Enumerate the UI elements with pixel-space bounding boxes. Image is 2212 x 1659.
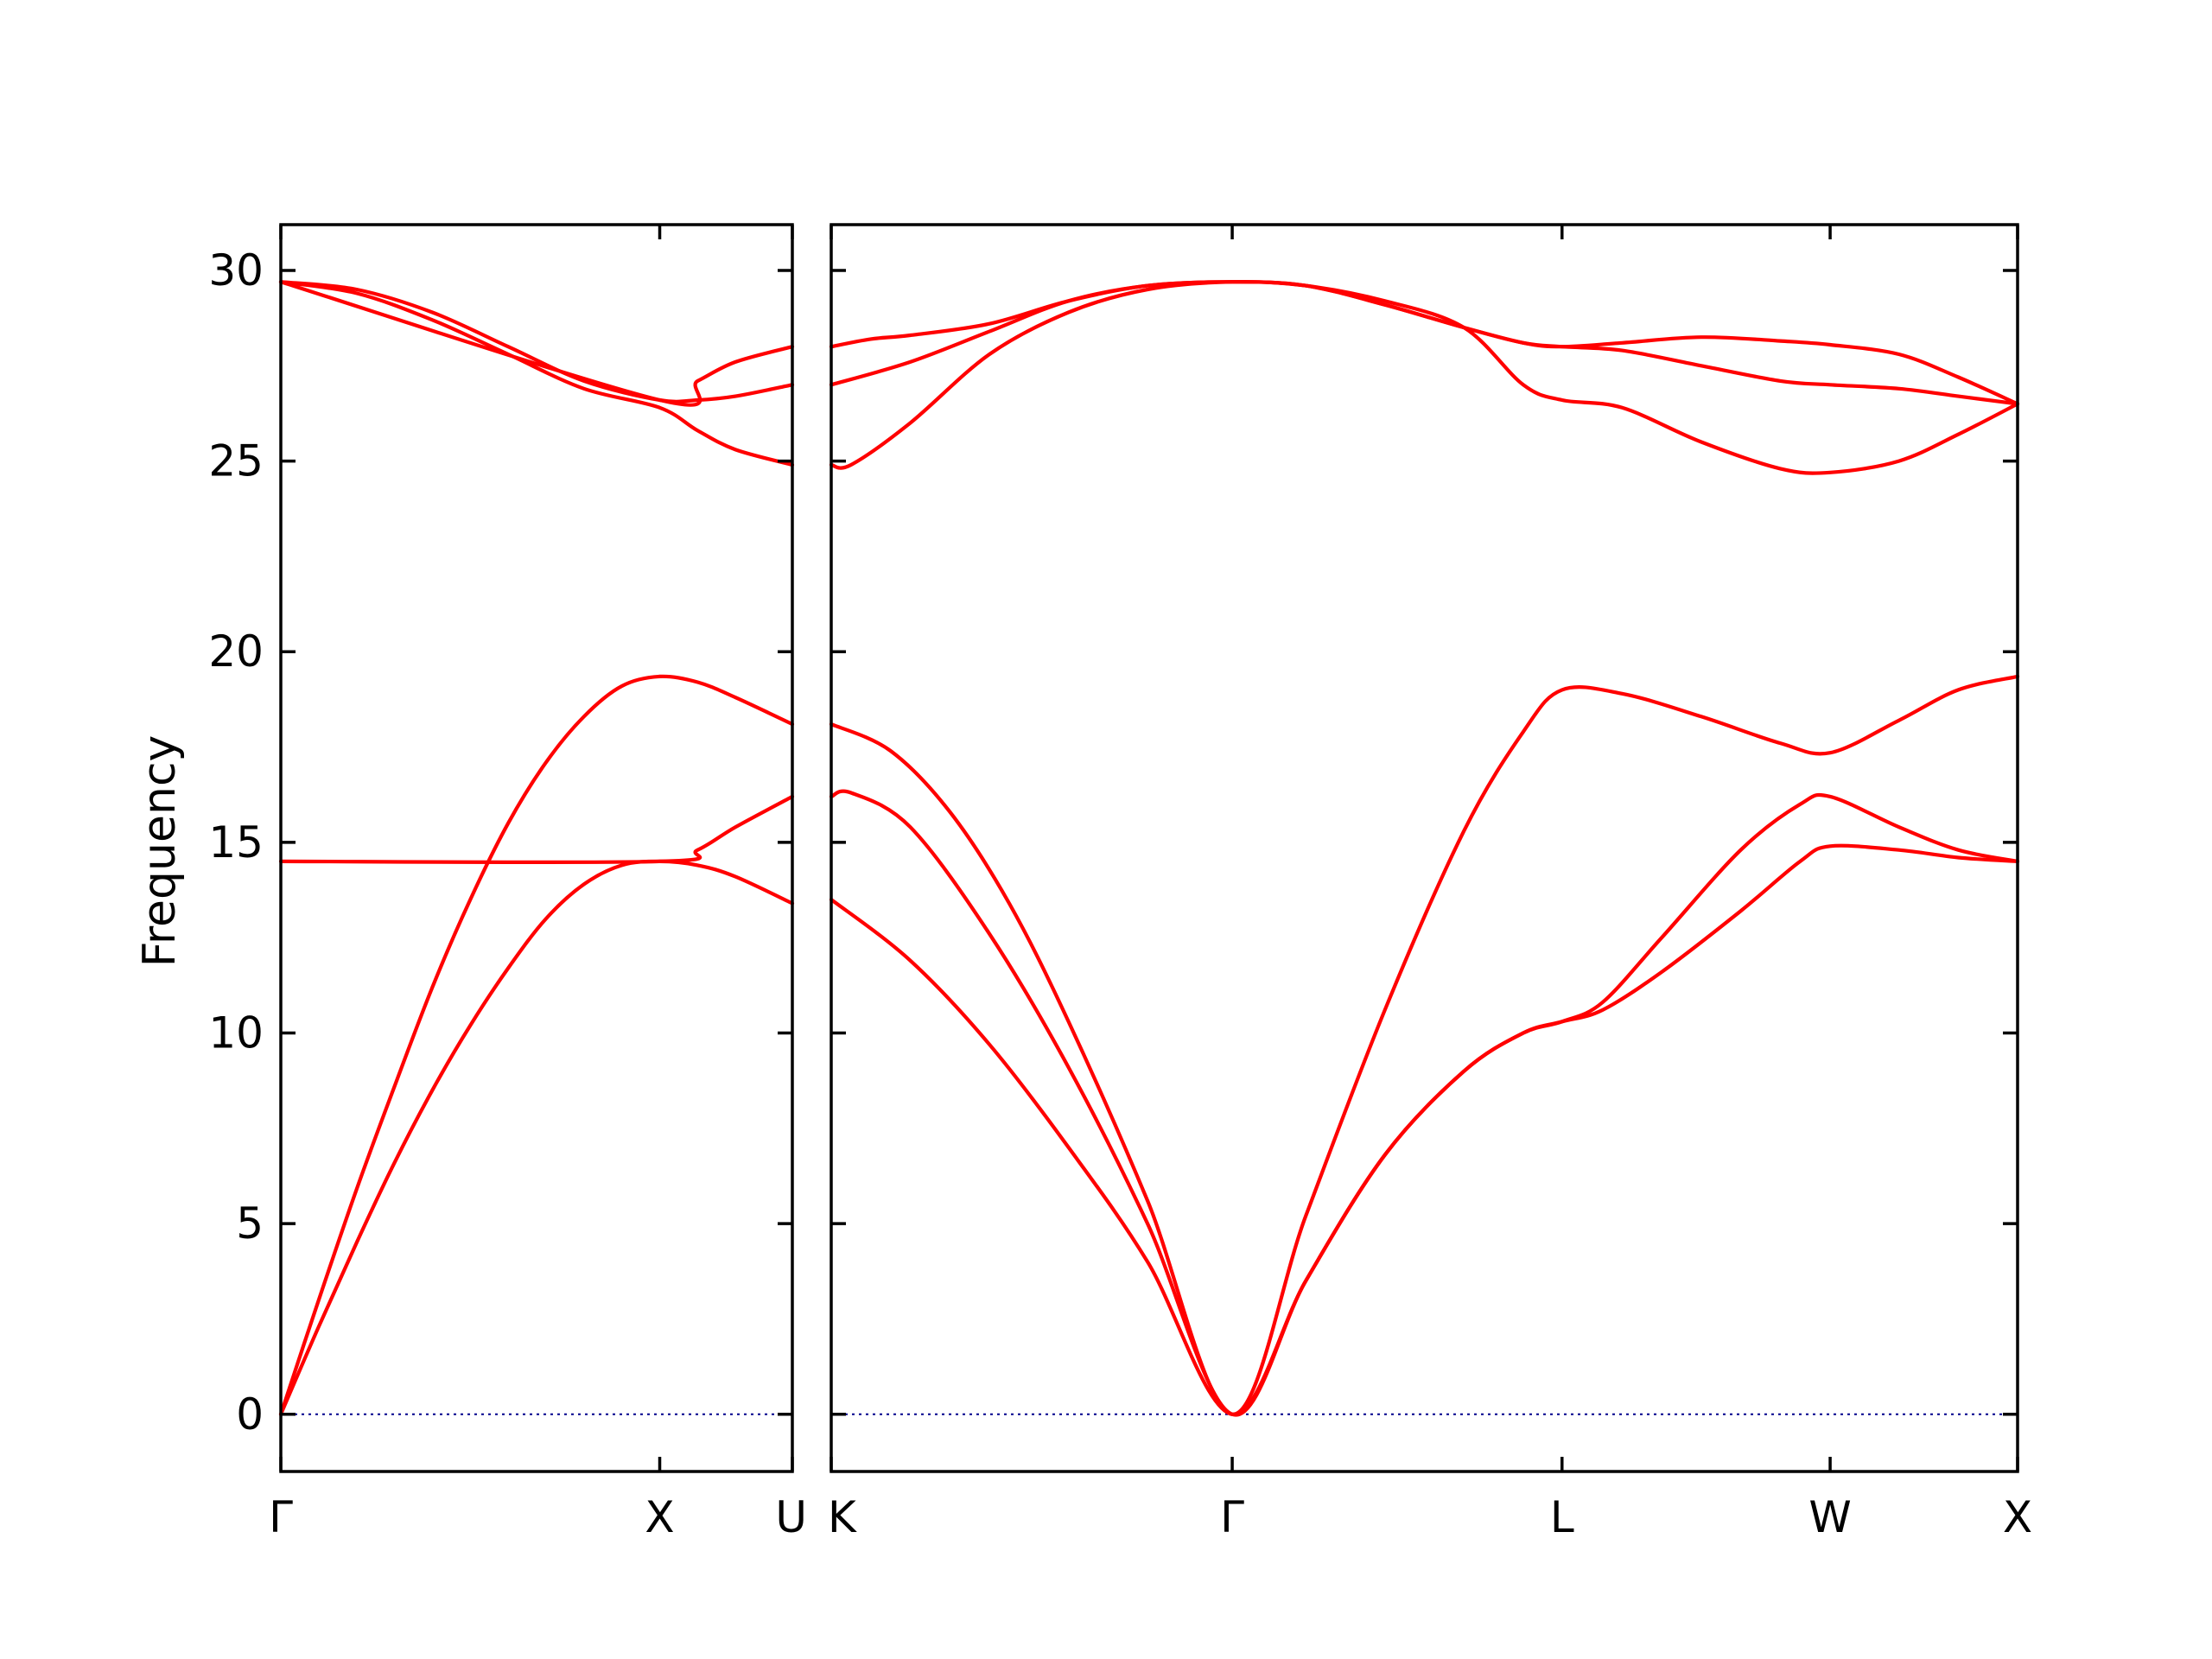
y-tick-label: 5: [236, 1198, 264, 1249]
x-tick-label: K: [828, 1492, 857, 1542]
x-tick-label: X: [645, 1492, 674, 1542]
left-panel: 0 5 10 15 20 25 30 Γ X U: [208, 223, 807, 1542]
y-tick-label: 20: [208, 626, 264, 677]
band-line-2-3: [829, 674, 2020, 1416]
y-tick-label: 10: [208, 1008, 264, 1058]
panel-frame: [279, 223, 794, 1473]
y-tick-label: 25: [208, 436, 264, 486]
x-tick-label: X: [2003, 1492, 2032, 1542]
band-line-1-3: [278, 794, 795, 865]
band-line-1-4: [278, 280, 795, 467]
band-line-2-4: [829, 279, 2020, 475]
y-axis-label: Frequency: [134, 735, 186, 968]
x-tick-label: W: [1808, 1492, 1851, 1542]
x-tick-label: Γ: [1220, 1492, 1244, 1542]
x-tick-label: L: [1550, 1492, 1574, 1542]
panel-frame: [830, 223, 2019, 1473]
y-tick-label: 0: [236, 1389, 264, 1440]
band-line-2-2: [829, 789, 2020, 1417]
x-tick-label: U: [775, 1492, 807, 1542]
x-tick-label: Γ: [269, 1492, 293, 1542]
y-tick-label: 15: [208, 817, 264, 868]
band-line-1-2: [278, 674, 795, 1416]
y-tick-label: 30: [208, 245, 264, 296]
band-line-2-6: [829, 280, 2020, 406]
band-line-1-6: [278, 280, 795, 407]
band-line-1-1: [278, 859, 795, 1416]
